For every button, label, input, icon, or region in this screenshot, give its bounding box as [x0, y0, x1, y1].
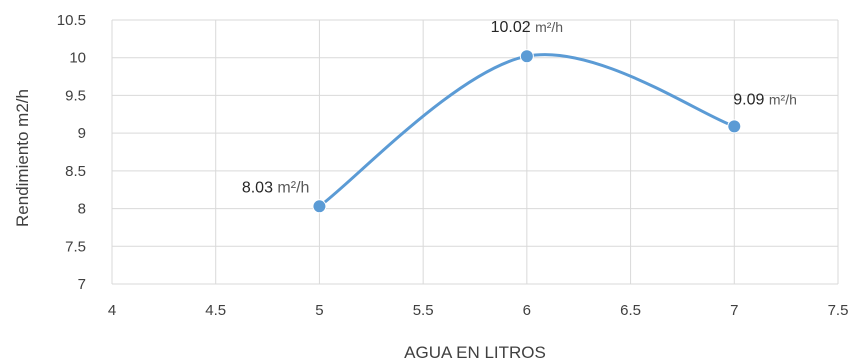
- y-tick-label: 7.5: [65, 238, 86, 255]
- data-label-value: 8.03: [242, 179, 278, 196]
- y-tick-label: 10: [69, 50, 86, 67]
- data-label-unit: m²/h: [769, 91, 797, 107]
- y-axis-title: Rendimiento m2/h: [13, 89, 32, 227]
- data-label-unit: m²/h: [277, 179, 309, 196]
- data-label-value: 10.02: [491, 19, 535, 36]
- data-label: 8.03 m²/h: [242, 179, 310, 196]
- y-tick-label: 9.5: [65, 87, 86, 104]
- data-point: [519, 49, 534, 64]
- x-tick-label: 4.5: [205, 302, 226, 319]
- y-tick-label: 8.5: [65, 163, 86, 180]
- data-label: 9.09 m²/h: [733, 91, 797, 108]
- vertical-gridlines: [111, 20, 839, 284]
- x-tick-label: 7: [730, 302, 738, 319]
- data-point: [727, 119, 742, 134]
- data-point: [312, 199, 327, 214]
- x-axis-ticks: 4 4.5 5 5.5 6 6.5 7 7.5: [108, 302, 849, 319]
- data-labels: 8.03 m²/h10.02 m²/h9.09 m²/h: [242, 19, 797, 196]
- x-tick-label: 5: [315, 302, 323, 319]
- x-tick-label: 6: [523, 302, 531, 319]
- y-tick-label: 9: [78, 125, 86, 142]
- y-tick-label: 10.5: [57, 12, 86, 29]
- y-tick-label: 8: [78, 201, 86, 218]
- x-tick-label: 5.5: [413, 302, 434, 319]
- x-tick-label: 7.5: [828, 302, 849, 319]
- data-points: [312, 49, 742, 214]
- y-axis-ticks: 7 7.5 8 8.5 9 9.5 10 10.5: [57, 12, 86, 293]
- x-tick-label: 6.5: [620, 302, 641, 319]
- horizontal-gridlines: [112, 19, 838, 285]
- y-tick-label: 7: [78, 276, 86, 293]
- x-tick-label: 4: [108, 302, 116, 319]
- x-axis-title: AGUA EN LITROS: [404, 343, 546, 362]
- data-label-value: 9.09: [733, 91, 769, 108]
- data-label-unit: m²/h: [535, 19, 563, 35]
- data-label: 10.02 m²/h: [491, 19, 563, 36]
